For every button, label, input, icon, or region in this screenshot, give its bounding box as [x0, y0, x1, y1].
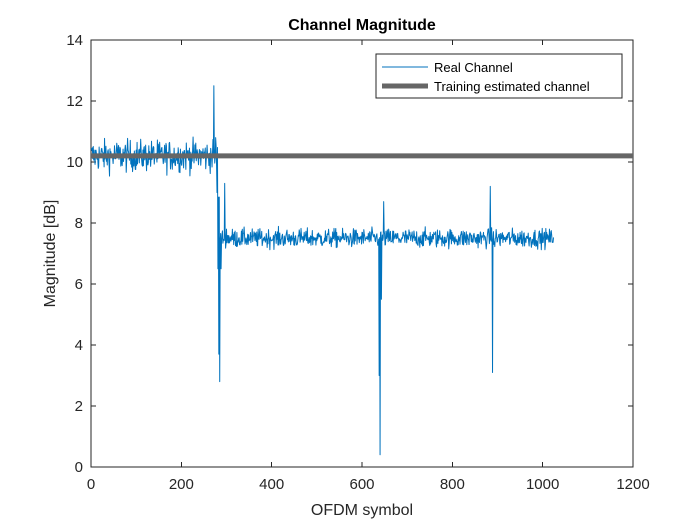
y-tick-label: 14	[66, 32, 83, 49]
legend-label-real-channel: Real Channel	[434, 60, 513, 75]
axes: 0 200 400 600 800 1000 1200 0 2 4 6 8 10 12 14	[66, 32, 649, 493]
axes-box	[90, 39, 634, 468]
y-tick-label: 8	[75, 215, 83, 232]
y-tick-label: 6	[75, 276, 83, 293]
y-tick-label: 0	[75, 459, 83, 476]
plot-area	[91, 85, 633, 456]
y-tick-label: 4	[75, 337, 83, 354]
x-tick-label: 1000	[526, 476, 559, 493]
y-axis-label: Magnitude [dB]	[42, 200, 59, 308]
x-tick-label: 200	[169, 476, 194, 493]
legend-box	[375, 53, 623, 99]
x-tick-label: 1200	[616, 476, 649, 493]
x-tick-label: 800	[440, 476, 465, 493]
chart-title: Channel Magnitude	[288, 17, 436, 34]
y-tick-label: 10	[66, 154, 83, 171]
y-tick-label: 12	[66, 93, 83, 110]
y-tick-label: 2	[75, 398, 83, 415]
x-tick-label: 400	[259, 476, 284, 493]
x-axis-label: OFDM symbol	[311, 502, 413, 519]
legend: Real Channel Training estimated channel	[375, 53, 623, 99]
x-tick-label: 600	[349, 476, 374, 493]
legend-label-training-estimated-channel: Training estimated channel	[434, 79, 590, 94]
series-line-real-channel	[91, 85, 555, 456]
x-tick-label: 0	[87, 476, 95, 493]
